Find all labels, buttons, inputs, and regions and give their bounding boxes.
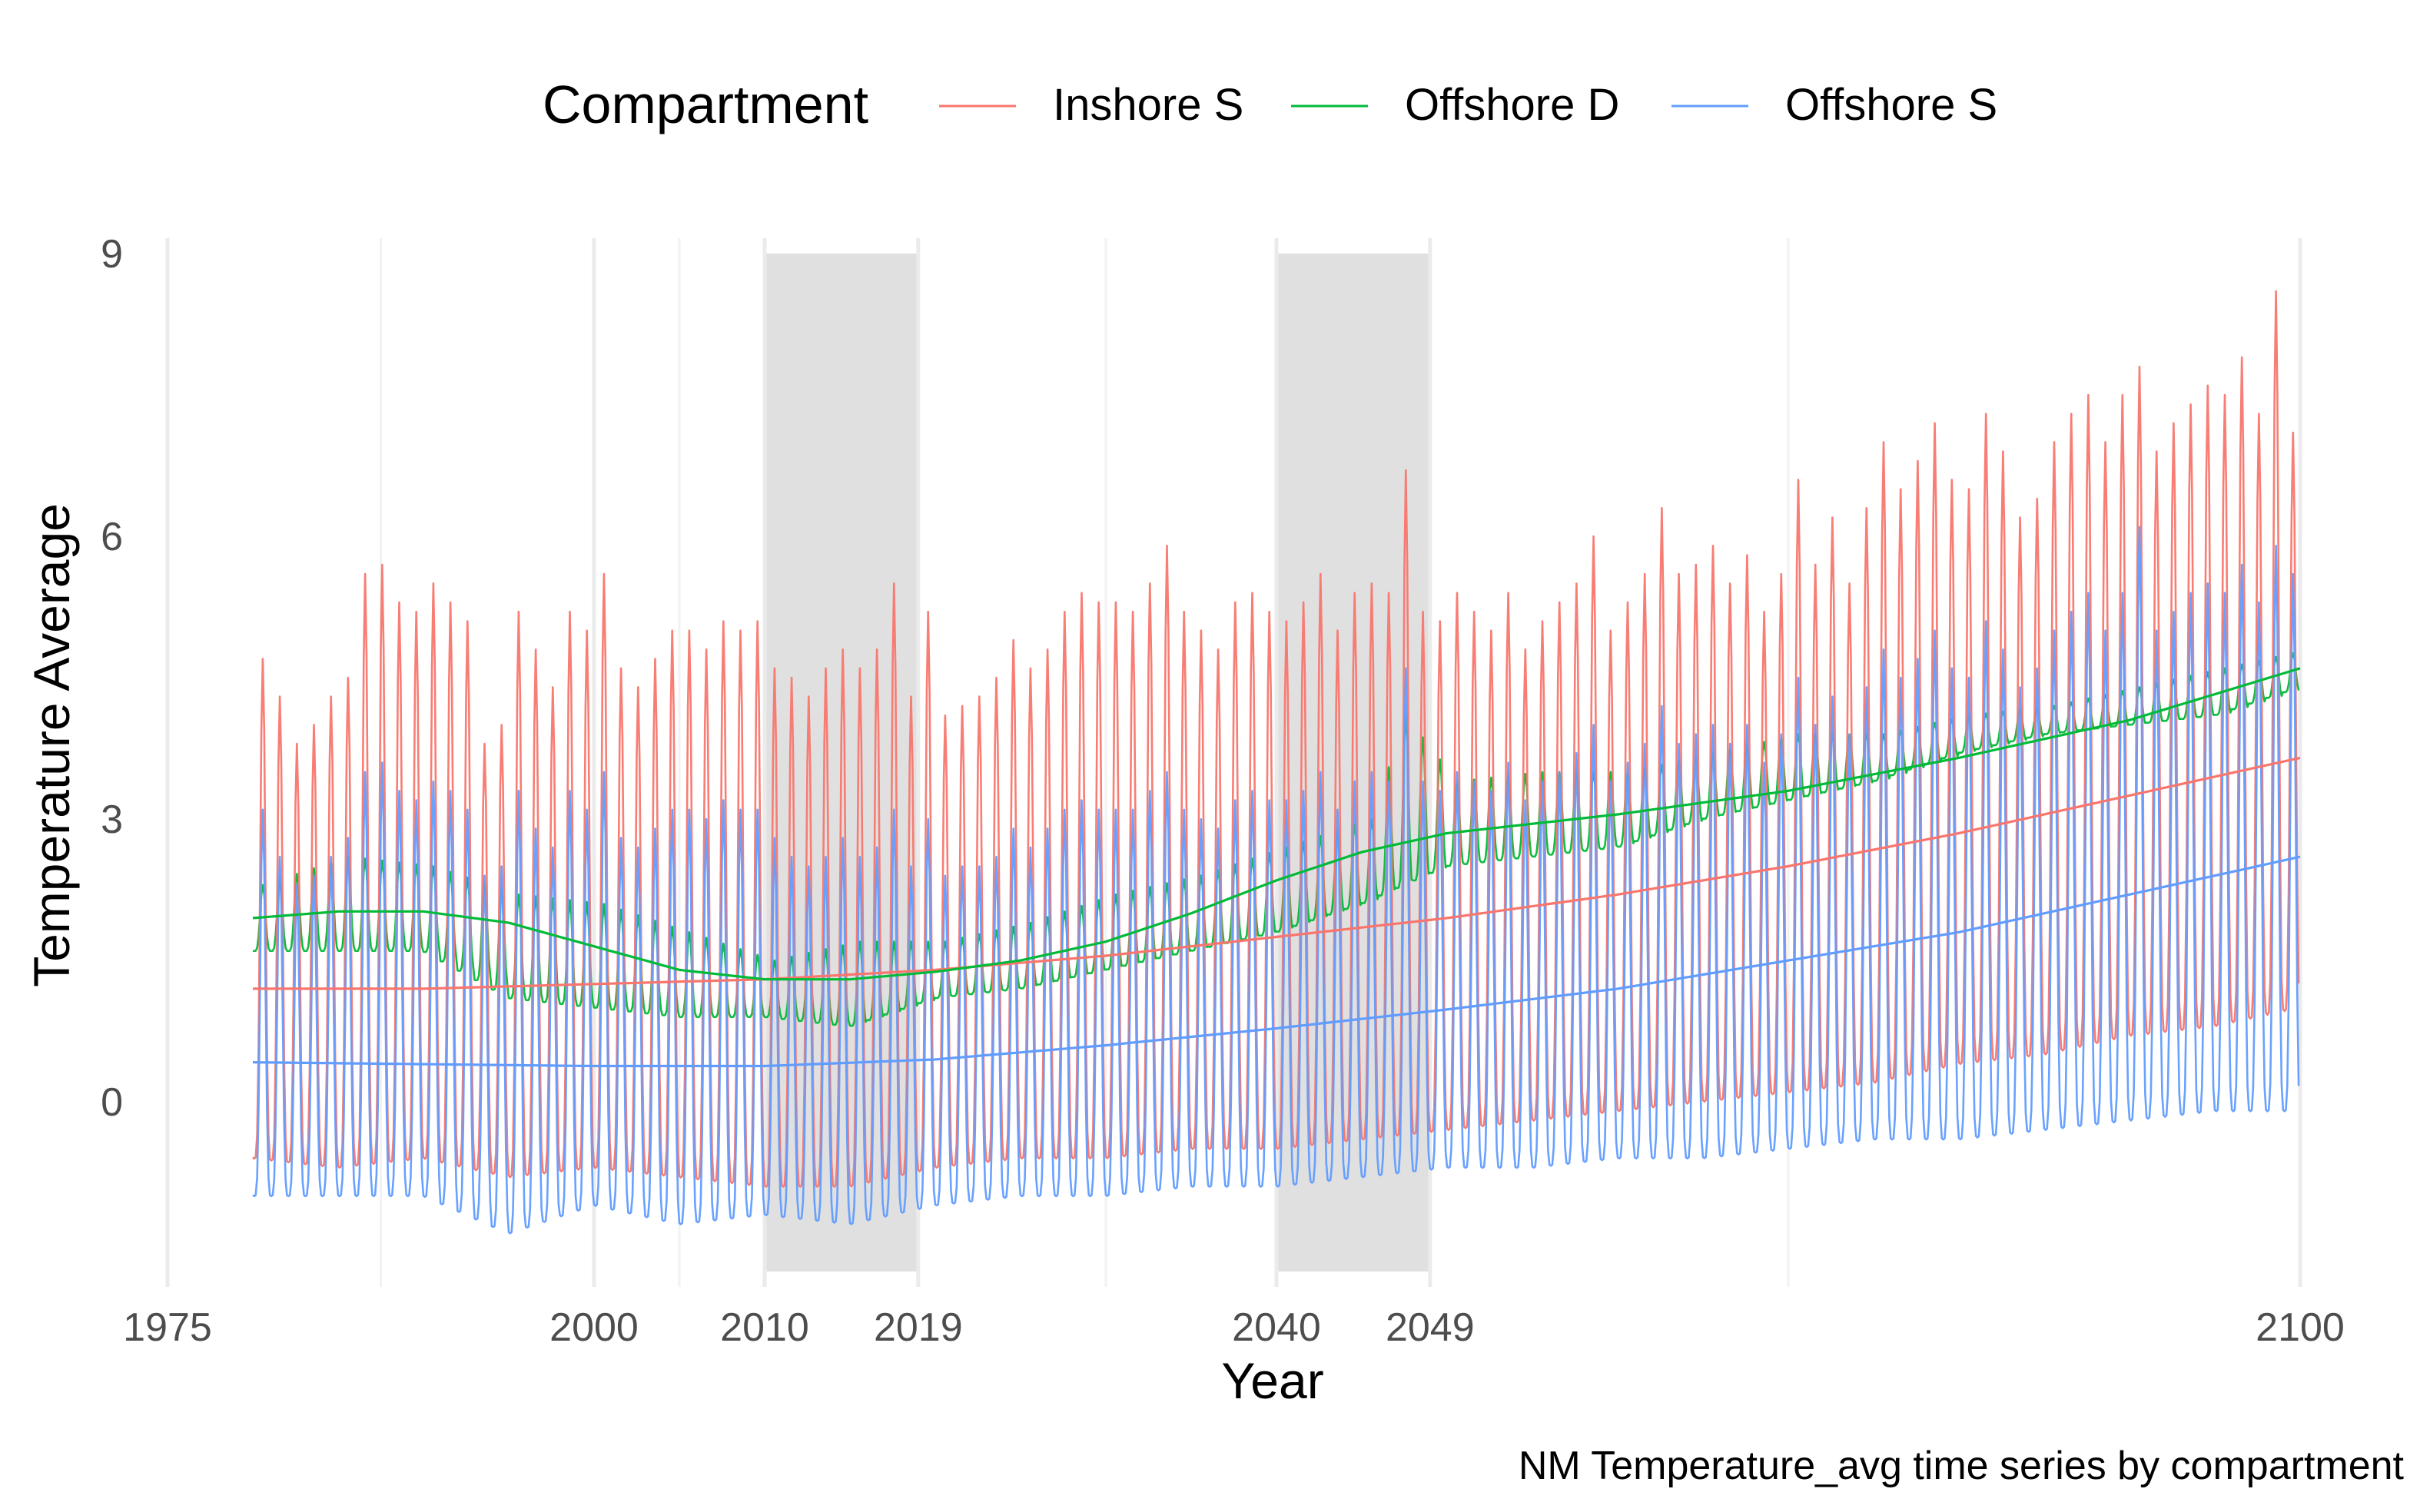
x-tick-label: 2049 [1386,1305,1475,1350]
x-tick-label: 1975 [123,1305,212,1350]
legend-title: Compartment [543,75,868,134]
series-line-inshore-s [252,290,2300,1188]
x-tick-label: 2040 [1232,1305,1321,1350]
trend-line-offshore-s [252,855,2301,1068]
series-line-offshore-d [252,652,2300,1027]
y-tick-label: 0 [101,1080,123,1125]
legend-items: Inshore S Offshore D Offshore S [939,80,1997,130]
x-tick-label: 2100 [2256,1305,2345,1350]
y-tick-label: 3 [101,797,123,842]
series-lines [252,290,2301,1235]
legend-label-inshore-s: Inshore S [1053,80,1243,130]
x-tick-label: 2010 [720,1305,809,1350]
legend: Compartment Inshore S Offshore D Offshore … [543,75,1997,134]
trend-line-inshore-s [253,756,2301,990]
x-axis-title: Year [1221,1352,1323,1409]
trend-line-offshore-d [252,667,2301,981]
series-line-offshore-s [252,526,2300,1235]
legend-label-offshore-d: Offshore D [1405,80,1619,130]
x-tick-label: 2019 [874,1305,963,1350]
x-tick-label: 2000 [549,1305,639,1350]
y-axis-title: Temperature Average [23,503,80,987]
tick-labels: 1975 2000 2010 2019 2040 2049 2100 0 3 6 9 [101,232,2345,1350]
chart-caption: NM Temperature_avg time series by compar… [1519,1444,2405,1488]
legend-label-offshore-s: Offshore S [1785,80,1997,130]
y-tick-label: 6 [101,515,123,559]
y-tick-label: 9 [101,232,123,277]
